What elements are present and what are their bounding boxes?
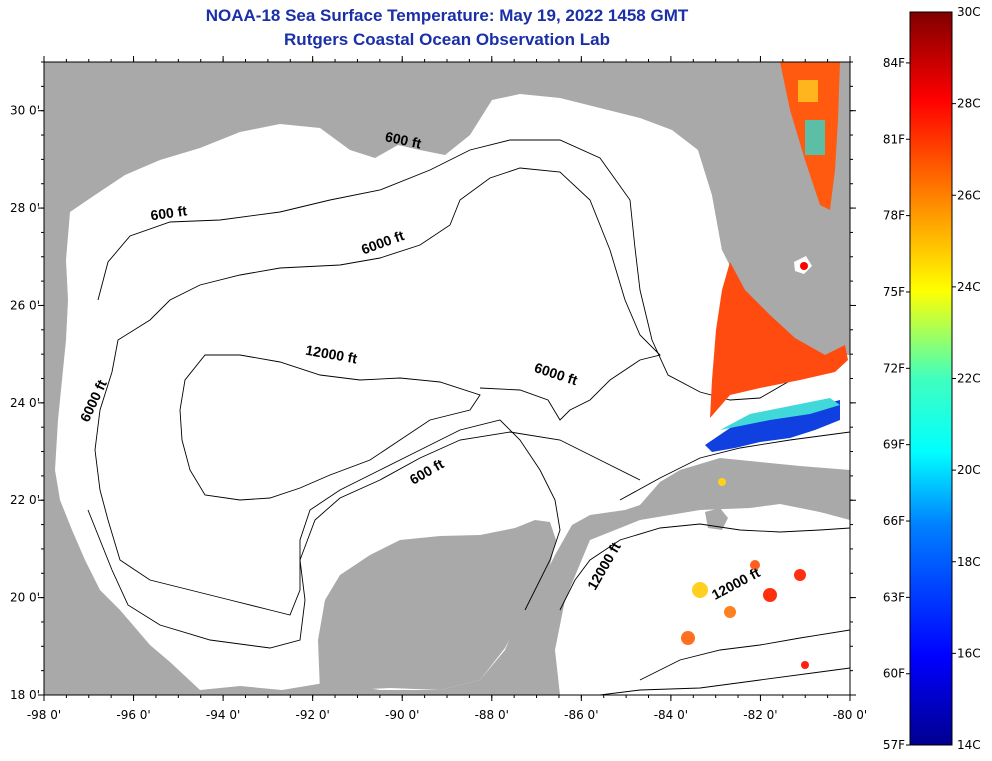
colorbar-fahrenheit-label: 72F: [883, 361, 905, 375]
colorbar-celsius-label: 26C: [957, 188, 981, 202]
colorbar: [909, 11, 953, 746]
colorbar-fahrenheit-label: 69F: [883, 438, 905, 452]
lon-tick-label: -86 0': [564, 708, 598, 722]
contour-florida-straits: [619, 431, 850, 501]
sst-patch-atlantic-yellow: [798, 80, 818, 102]
lon-tick-label: -84 0': [654, 708, 688, 722]
colorbar-fahrenheit-label: 60F: [883, 667, 905, 681]
lat-tick-label: 28 0': [10, 201, 40, 215]
contour-6000ft: [111, 167, 661, 421]
sst-patch-caribbean-4: [794, 569, 806, 581]
lon-tick-label: -88 0': [475, 708, 509, 722]
colorbar-celsius-label: 14C: [957, 738, 981, 752]
colorbar-fahrenheit-label: 81F: [883, 132, 905, 146]
lon-tick-label: -80 0': [833, 708, 867, 722]
yucatan-peninsula: [318, 520, 556, 692]
sst-patch-caribbean-3: [763, 588, 777, 602]
lon-tick-label: -92 0': [295, 708, 329, 722]
axis-ticks: [38, 56, 856, 701]
contour-caribbean-inner: [639, 629, 850, 681]
colorbar-fahrenheit-label: 63F: [883, 590, 905, 604]
sst-swath-west-florida-shelf: [710, 262, 848, 418]
isla-de-la-juventud: [705, 508, 728, 530]
lat-tick-label: 22 0': [10, 493, 40, 507]
colorbar-celsius-label: 30C: [957, 5, 981, 19]
cuba: [640, 466, 850, 518]
sst-patch-caribbean-5: [681, 631, 695, 645]
colorbar-fahrenheit-label: 66F: [883, 514, 905, 528]
lon-tick-label: -94 0': [206, 708, 240, 722]
lat-tick-label: 30 0': [10, 104, 40, 118]
sst-swaths: [681, 62, 848, 669]
colorbar-celsius-label: 24C: [957, 280, 981, 294]
colorbar-celsius-label: 20C: [957, 463, 981, 477]
colorbar-fahrenheit-label: 75F: [883, 285, 905, 299]
sst-patch-atlantic-cyan: [805, 120, 825, 155]
lat-tick-label: 26 0': [10, 298, 40, 312]
sst-patch-okeechobee-red: [800, 262, 808, 270]
sst-patch-caribbean-1: [692, 582, 708, 598]
contour-12000ft-caribbean: [559, 523, 850, 611]
sst-patch-caribbean-7: [801, 661, 809, 669]
florida-peninsula: [668, 62, 848, 360]
map-title: NOAA-18 Sea Surface Temperature: May 19,…: [205, 6, 689, 25]
axis-labels: -98 0' -96 0' -94 0' -92 0' -90 0' -88 0' -86 …: [10, 104, 867, 722]
map-subtitle: Rutgers Coastal Ocean Observation Lab: [284, 30, 610, 49]
colorbar-labels: 30C 28C 26C 24C 22C 20C 18C 16C 14C 84F 81F 78F 75F 7…: [883, 5, 981, 752]
contour-label: 600 ft: [384, 128, 423, 151]
caribbean-sea: [555, 504, 850, 695]
lon-tick-label: -90 0': [385, 708, 419, 722]
colorbar-fahrenheit-label: 57F: [883, 738, 905, 752]
colorbar-fahrenheit-label: 78F: [883, 209, 905, 223]
bathymetry-contours: [87, 139, 850, 695]
colorbar-celsius-label: 18C: [957, 555, 981, 569]
colorbar-celsius-label: 28C: [957, 97, 981, 111]
lon-tick-label: -96 0': [116, 708, 150, 722]
lat-tick-label: 20 0': [10, 591, 40, 605]
sst-patch-cuba-coast: [718, 478, 726, 486]
sst-patch-caribbean-2: [724, 606, 736, 618]
contour-label: 600 ft: [149, 202, 188, 223]
contour-600ft: [97, 139, 831, 401]
lat-tick-label: 18 0': [10, 688, 40, 702]
colorbar-celsius-label: 16C: [957, 646, 981, 660]
lat-tick-label: 24 0': [10, 396, 40, 410]
sst-swath-straits-cyan: [720, 398, 840, 430]
sst-patch-caribbean-6: [750, 560, 760, 570]
lon-tick-label: -82 0': [743, 708, 777, 722]
contour-6000ft-west: [94, 371, 561, 616]
gulf-of-mexico: [55, 94, 850, 690]
contour-caribbean-lower: [599, 667, 850, 695]
colorbar-fahrenheit-label: 84F: [883, 56, 905, 70]
colorbar-celsius-label: 22C: [957, 372, 981, 386]
contour-12000ft: [179, 354, 481, 501]
lon-tick-label: -98 0': [27, 708, 61, 722]
